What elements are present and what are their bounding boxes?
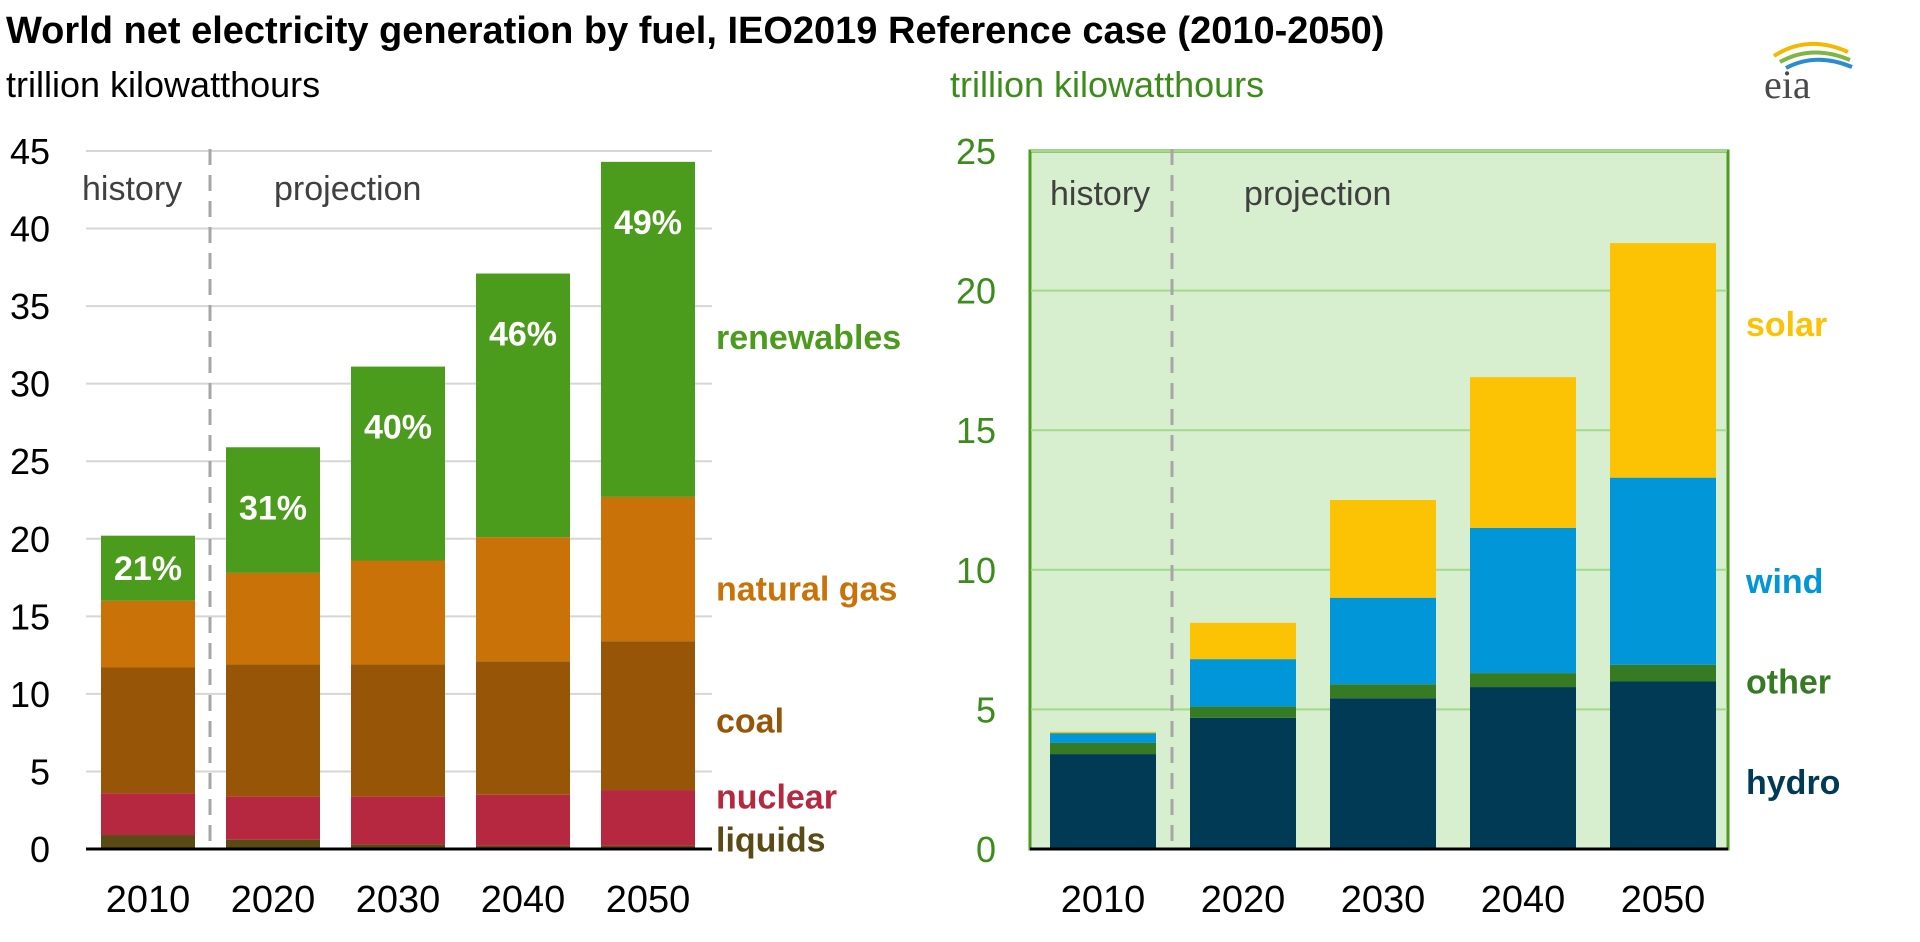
left-bar-nuclear-2050 [601,790,695,846]
right-bar-solar-2030 [1330,500,1436,598]
left-projection-label: projection [274,170,421,208]
eia-logo-text: eia [1764,62,1811,106]
left-y-tick-label: 40 [10,209,50,250]
right-bar-solar-2040 [1470,377,1576,528]
left-share-label: 31% [239,489,307,527]
right-chart-units-label: trillion kilowatthours [950,64,1265,105]
right-y-tick-label: 15 [956,410,996,451]
right-x-tick-label: 2010 [1061,879,1146,921]
eia-logo: eia [1764,41,1853,106]
left-x-tick-label: 2030 [356,879,441,921]
left-bar-renewables-2020 [226,447,320,573]
right-bar-other-2010 [1050,742,1156,755]
right-bar-wind-2020 [1190,659,1296,707]
left-bar-natural-gas-2030 [351,560,445,665]
left-share-label: 49% [614,204,682,242]
chart-title: World net electricity generation by fuel… [6,10,1385,52]
right-series-label-solar: solar [1746,306,1827,344]
right-bar-other-2020 [1190,706,1296,718]
right-y-tick-label: 5 [976,689,996,730]
right-chart: 0 5 10 15 20 25 history projection 2010 2020 2030 2… [956,131,1841,921]
right-y-tick-label: 20 [956,271,996,312]
left-bar-nuclear-2020 [226,796,320,840]
left-chart: 0 5 10 15 20 25 30 35 40 45 history projection 21% 20… [10,131,901,921]
right-bar-hydro-2040 [1470,687,1576,849]
right-bar-other-2040 [1470,673,1576,688]
left-series-label-nuclear: nuclear [716,778,837,816]
left-x-tick-label: 2020 [231,879,316,921]
left-y-tick-label: 35 [10,286,50,327]
right-bar-other-2030 [1330,684,1436,699]
left-bar-renewables-2050 [601,161,695,497]
right-bar-hydro-2050 [1610,681,1716,849]
right-bar-wind-2010 [1050,733,1156,743]
left-bar-coal-2050 [601,641,695,791]
left-y-tick-label: 0 [30,829,50,870]
right-bar-solar-2010 [1050,731,1156,734]
left-series-label-liquids: liquids [716,822,826,860]
right-y-tick-label: 0 [976,829,996,870]
left-series-label-coal: coal [716,702,784,740]
left-bar-natural-gas-2050 [601,496,695,642]
left-share-label: 21% [114,550,182,588]
left-x-tick-label: 2050 [606,879,691,921]
right-bar-hydro-2010 [1050,754,1156,849]
left-bar-coal-2030 [351,664,445,797]
left-bar-renewables-2030 [351,366,445,561]
left-chart-units-label: trillion kilowatthours [6,64,321,105]
left-y-tick-label: 30 [10,364,50,405]
left-bar-coal-2020 [226,664,320,797]
left-bar-nuclear-2030 [351,796,445,845]
left-bar-nuclear-2010 [101,793,195,836]
left-bar-coal-2010 [101,667,195,794]
right-series-label-other: other [1746,663,1831,701]
left-series-label-renewables: renewables [716,319,901,357]
right-x-tick-label: 2020 [1201,879,1286,921]
right-bar-other-2050 [1610,664,1716,682]
left-bar-renewables-2040 [476,273,570,538]
left-bar-renewables-2010 [101,535,195,601]
right-bar-hydro-2030 [1330,698,1436,849]
left-series-label-natural-gas: natural gas [716,570,897,608]
right-history-label: history [1050,175,1150,213]
right-bar-wind-2030 [1330,597,1436,685]
left-share-label: 46% [489,316,557,354]
right-bar-wind-2040 [1470,527,1576,674]
left-y-tick-label: 15 [10,596,50,637]
left-bar-natural-gas-2040 [476,537,570,662]
right-bar-wind-2050 [1610,477,1716,665]
left-bar-liquids-2050 [601,845,695,849]
left-history-label: history [82,170,182,208]
left-share-label: 40% [364,409,432,447]
left-bar-natural-gas-2020 [226,572,320,665]
right-series-label-wind: wind [1745,563,1823,601]
right-projection-label: projection [1244,175,1391,213]
left-bar-liquids-2030 [351,844,445,849]
right-x-tick-label: 2040 [1481,879,1566,921]
right-bar-solar-2020 [1190,622,1296,660]
right-series-label-hydro: hydro [1746,764,1840,802]
left-bar-liquids-2040 [476,845,570,849]
left-bar-natural-gas-2010 [101,600,195,668]
left-y-tick-label: 10 [10,674,50,715]
right-y-tick-label: 25 [956,131,996,172]
right-x-tick-label: 2030 [1341,879,1426,921]
right-x-tick-label: 2050 [1621,879,1706,921]
right-bar-solar-2050 [1610,243,1716,478]
right-y-tick-label: 10 [956,550,996,591]
left-bar-liquids-2020 [226,839,320,849]
left-bar-nuclear-2040 [476,794,570,846]
left-bar-liquids-2010 [101,835,195,849]
right-bar-hydro-2020 [1190,717,1296,849]
left-y-tick-label: 25 [10,441,50,482]
left-bar-coal-2040 [476,661,570,795]
left-x-tick-label: 2010 [106,879,191,921]
left-y-tick-label: 45 [10,131,50,172]
left-y-tick-label: 20 [10,519,50,560]
left-x-tick-label: 2040 [481,879,566,921]
left-y-tick-label: 5 [30,751,50,792]
